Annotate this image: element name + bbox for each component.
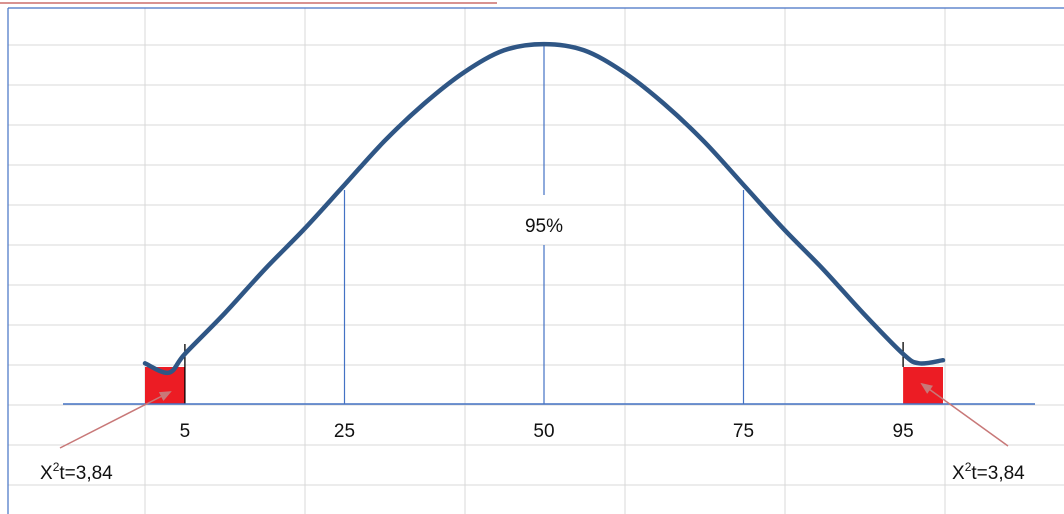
x-tick-label-50: 50 xyxy=(533,421,554,442)
x-tick-label-25: 25 xyxy=(334,421,355,442)
annotation-arrow-left xyxy=(59,391,172,449)
x-tick-label-5: 5 xyxy=(180,421,191,442)
annotation-superscript: 2 xyxy=(965,460,972,474)
annotation-suffix: t=3,84 xyxy=(971,463,1025,484)
annotation-suffix: t=3,84 xyxy=(59,463,113,484)
confidence-label: 95% xyxy=(525,216,563,237)
gridlines xyxy=(8,8,1064,514)
distribution-curve xyxy=(142,41,946,376)
chi-square-annotation-right: X2t=3,84 xyxy=(952,460,1025,484)
annotation-superscript: 2 xyxy=(53,460,60,474)
chi-square-annotation-left: X2t=3,84 xyxy=(40,460,113,484)
x-tick-label-95: 95 xyxy=(893,421,914,442)
annotation-prefix: X xyxy=(40,463,53,484)
x-tick-label-75: 75 xyxy=(733,421,754,442)
annotation-arrow-right xyxy=(920,382,1009,447)
annotation-prefix: X xyxy=(952,463,965,484)
